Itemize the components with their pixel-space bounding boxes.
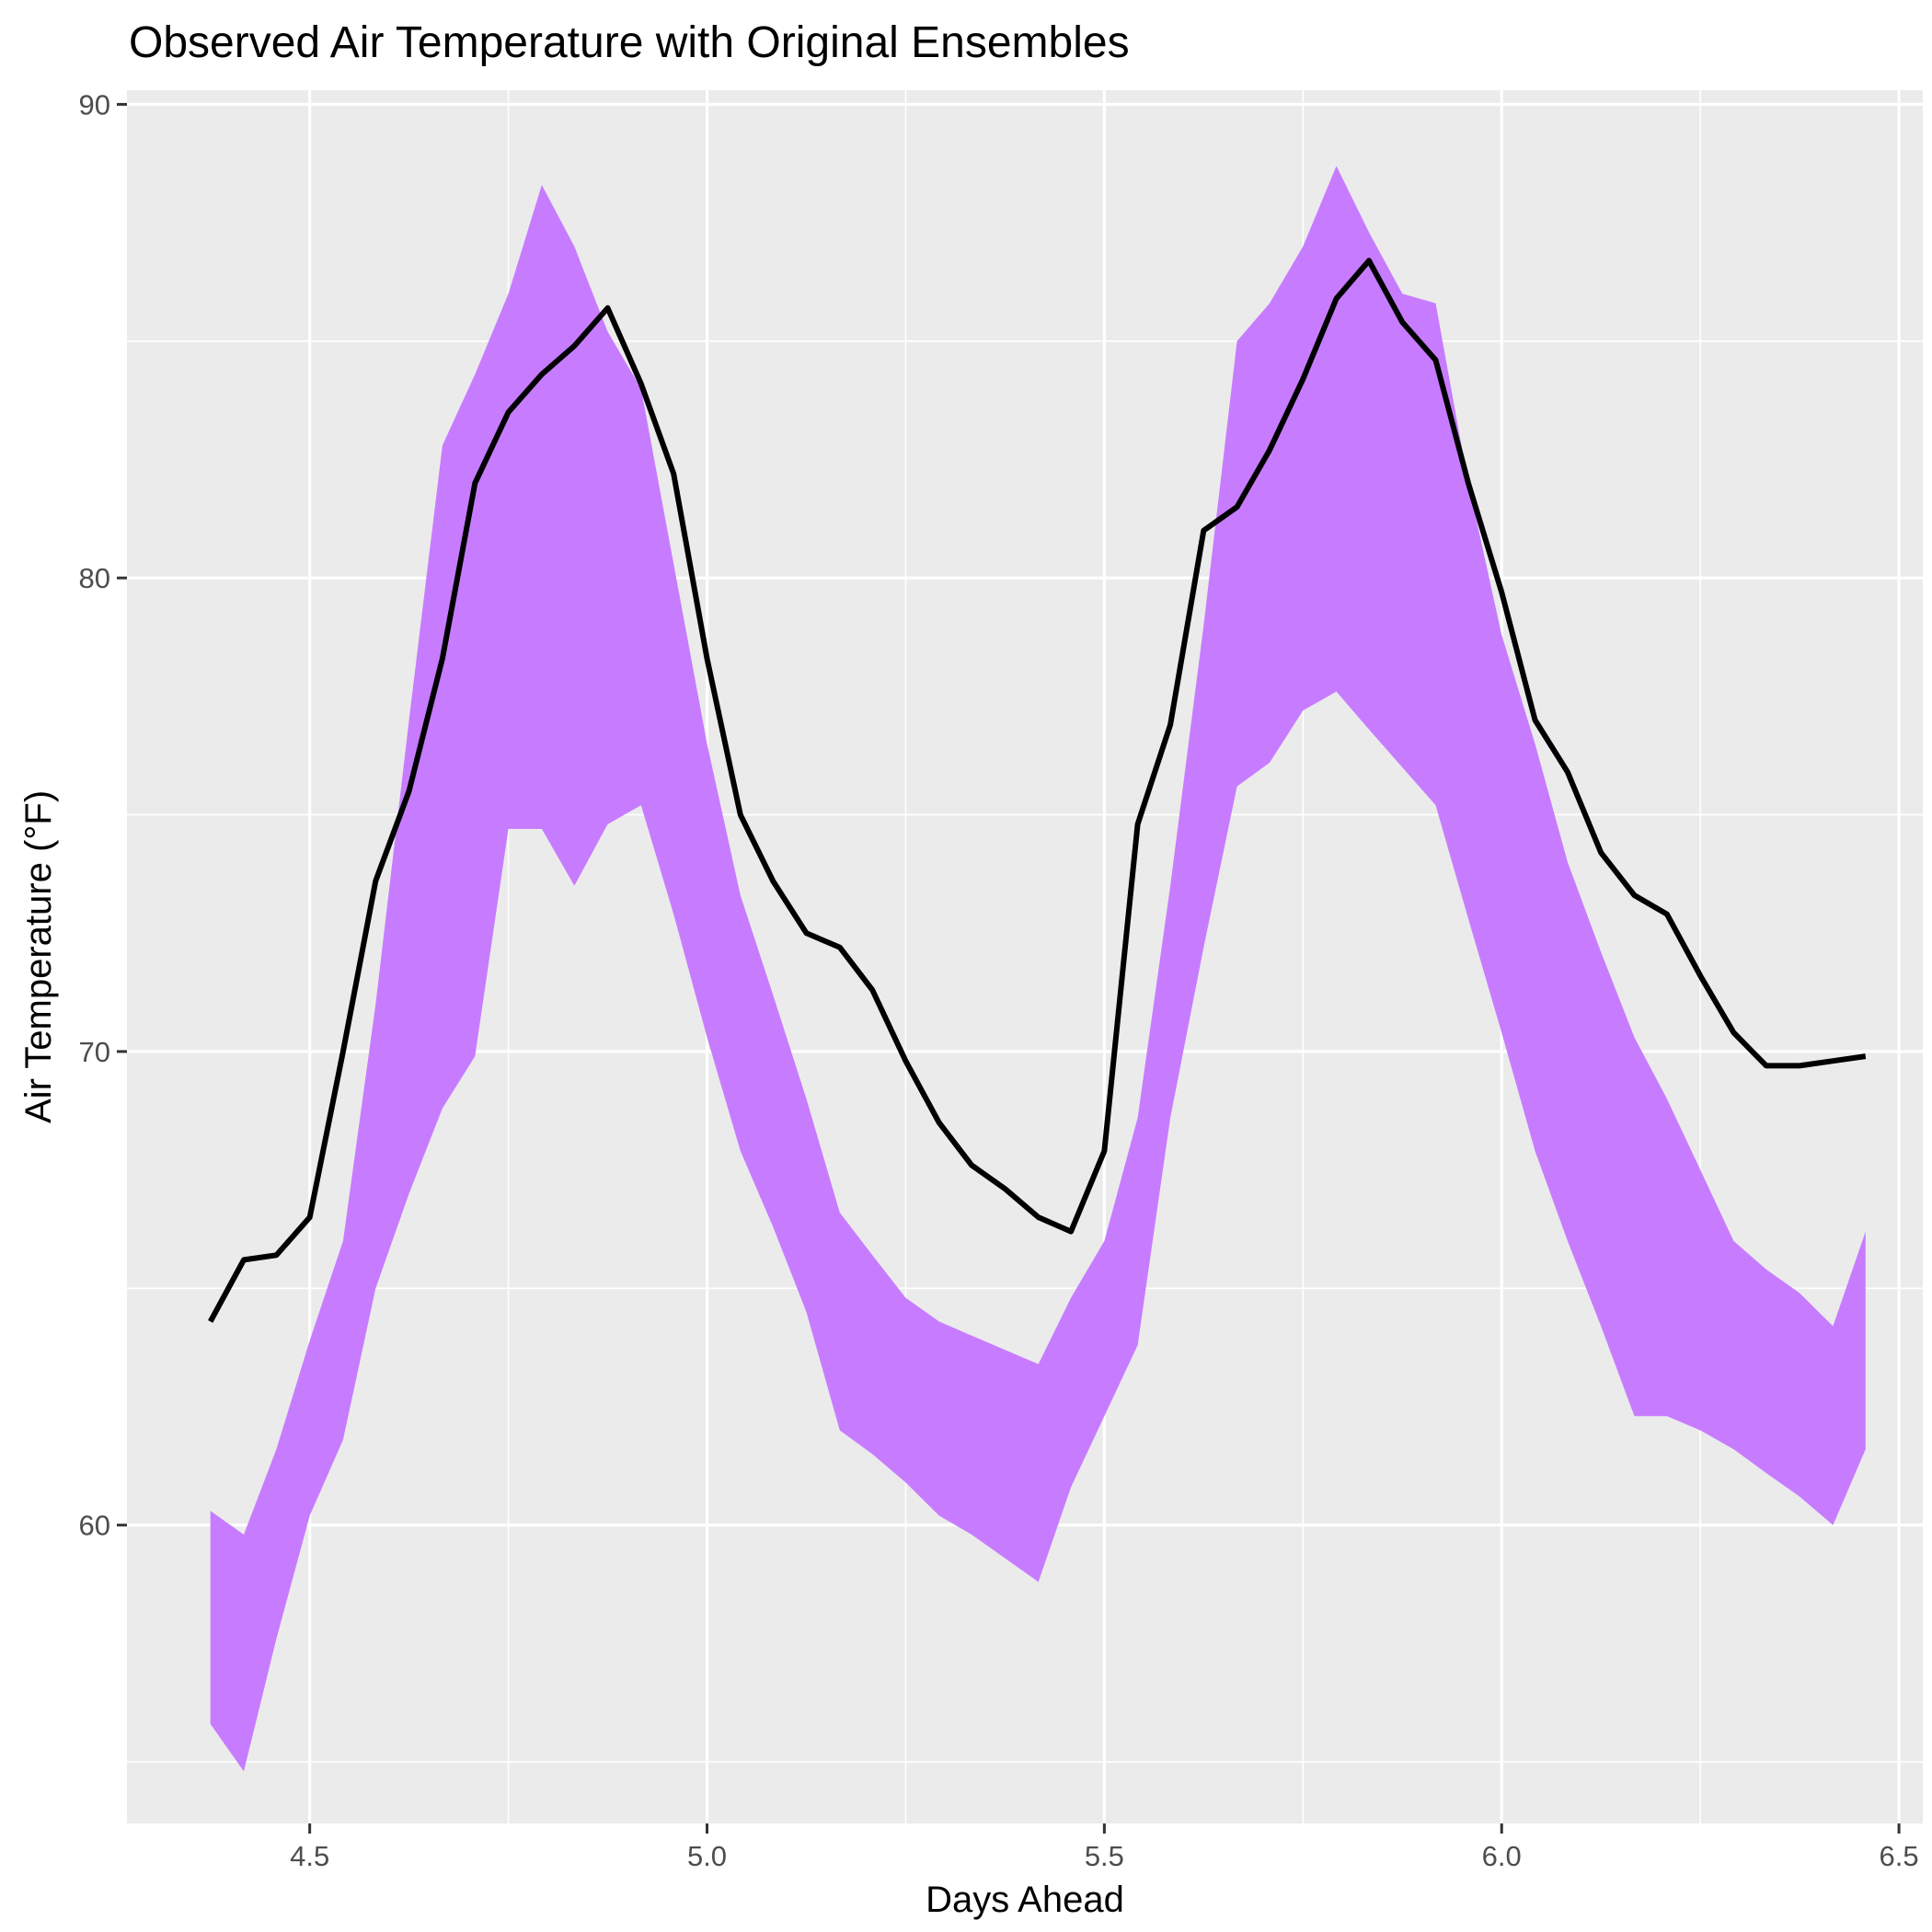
observed-temperature-line — [208, 258, 1867, 1323]
y-axis-title: Air Temperature (°F) — [18, 790, 59, 1123]
y-tick-label: 60 — [79, 1510, 110, 1542]
ensemble-ribbon-layer — [210, 166, 1866, 1772]
x-tick-label: 5.5 — [1085, 1840, 1124, 1872]
y-tick-label: 80 — [79, 562, 110, 594]
y-tick-label: 90 — [79, 88, 110, 121]
observed-line-layer — [208, 258, 1867, 1323]
ensemble-range-ribbon — [210, 166, 1866, 1772]
x-tick-label: 4.5 — [290, 1840, 329, 1872]
x-tick-label: 6.0 — [1482, 1840, 1522, 1872]
x-axis-title: Days Ahead — [926, 1880, 1124, 1920]
x-axis: 4.5 5.0 5.5 6.0 6.5 — [290, 1823, 1919, 1872]
y-tick-label: 70 — [79, 1036, 110, 1068]
chart-title: Observed Air Temperature with Original E… — [129, 18, 1130, 67]
x-tick-label: 5.0 — [687, 1840, 727, 1872]
y-axis: 60 70 80 90 — [79, 88, 127, 1542]
x-tick-label: 6.5 — [1880, 1840, 1919, 1872]
